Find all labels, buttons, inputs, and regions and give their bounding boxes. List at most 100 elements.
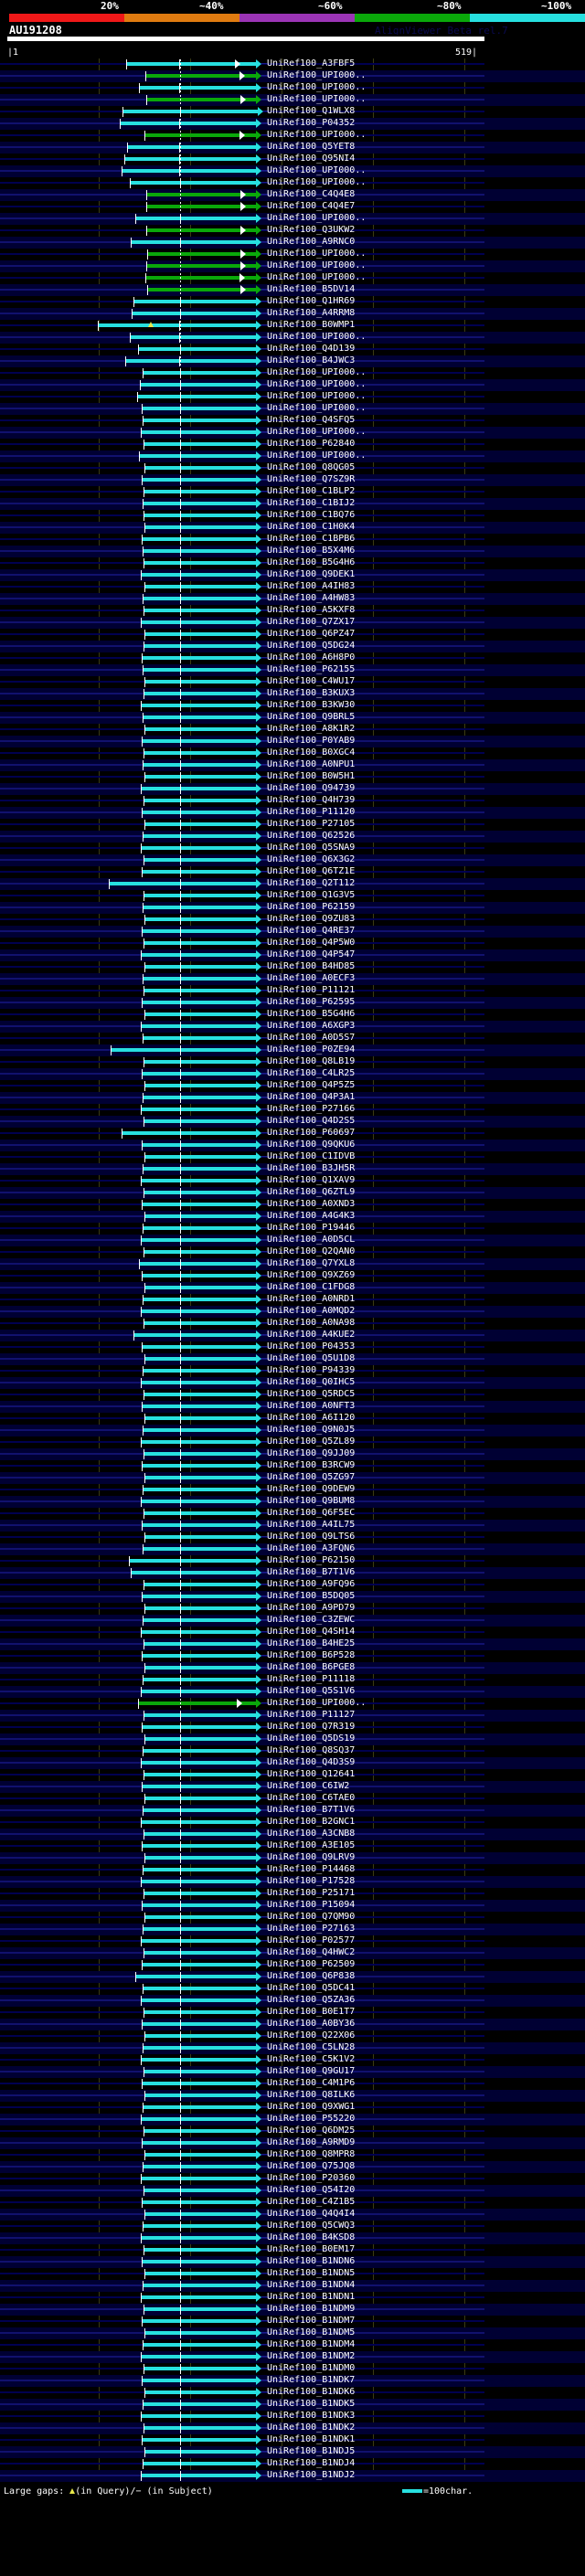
hit-bar[interactable] <box>144 1951 256 1955</box>
hit-bar[interactable] <box>141 2236 256 2240</box>
hit-row[interactable]: UniRef100_Q8ILK6 <box>0 2090 585 2102</box>
hit-label[interactable]: UniRef100_P62155 <box>267 664 356 674</box>
hit-label[interactable]: UniRef100_P17528 <box>267 1876 356 1886</box>
hit-label[interactable]: UniRef100_Q7R319 <box>267 1722 356 1732</box>
hit-label[interactable]: UniRef100_Q4Q4I4 <box>267 2209 356 2219</box>
hit-label[interactable]: UniRef100_Q7QM90 <box>267 1912 356 1922</box>
hit-row[interactable]: UniRef100_Q3UKW2 <box>0 225 585 237</box>
hit-row[interactable]: UniRef100_P20360 <box>0 2173 585 2185</box>
hit-label[interactable]: UniRef100_C1BQ76 <box>267 510 356 520</box>
hit-label[interactable]: UniRef100_B5DQ05 <box>267 1591 356 1601</box>
hit-bar[interactable] <box>141 846 256 850</box>
hit-label[interactable]: UniRef100_Q9LRV9 <box>267 1852 356 1862</box>
hit-row[interactable]: UniRef100_Q75JQ8 <box>0 2161 585 2173</box>
hit-bar[interactable] <box>125 359 256 363</box>
hit-row[interactable]: UniRef100_C1IDVB <box>0 1151 585 1163</box>
hit-row[interactable]: UniRef100_UPI000.. <box>0 249 585 260</box>
hit-label[interactable]: UniRef100_Q2T112 <box>267 878 356 888</box>
hit-row[interactable]: UniRef100_Q7QM90 <box>0 1912 585 1924</box>
hit-bar[interactable] <box>111 1048 256 1052</box>
hit-bar[interactable] <box>142 1523 256 1527</box>
hit-label[interactable]: UniRef100_Q95NI4 <box>267 154 356 164</box>
hit-bar[interactable] <box>142 1274 256 1277</box>
hit-bar[interactable] <box>144 1892 256 1895</box>
hit-bar[interactable] <box>143 597 256 600</box>
hit-bar[interactable] <box>144 775 256 779</box>
hit-bar[interactable] <box>143 2046 256 2050</box>
hit-bar[interactable] <box>142 2319 256 2323</box>
hit-bar[interactable] <box>144 1915 256 1919</box>
hit-bar[interactable] <box>139 1262 256 1266</box>
hit-label[interactable]: UniRef100_Q5U1D8 <box>267 1353 356 1363</box>
hit-row[interactable]: UniRef100_UPI000.. <box>0 82 585 94</box>
hit-bar[interactable] <box>143 1428 256 1432</box>
hit-bar[interactable] <box>141 2177 256 2180</box>
hit-row[interactable]: UniRef100_B4HE25 <box>0 1638 585 1650</box>
hit-label[interactable]: UniRef100_B1NDJ4 <box>267 2458 356 2468</box>
hit-label[interactable]: UniRef100_C1BLP2 <box>267 486 356 496</box>
hit-row[interactable]: UniRef100_B1NDK7 <box>0 2375 585 2387</box>
hit-label[interactable]: UniRef100_A3CNB8 <box>267 1829 356 1839</box>
hit-row[interactable]: UniRef100_A0MQD2 <box>0 1306 585 1318</box>
hit-bar[interactable] <box>141 1024 256 1028</box>
hit-label[interactable]: UniRef100_A0NRD1 <box>267 1294 356 1304</box>
hit-row[interactable]: UniRef100_B3KW30 <box>0 700 585 712</box>
hit-bar[interactable] <box>144 2070 256 2073</box>
hit-label[interactable]: UniRef100_Q8LB19 <box>267 1056 356 1066</box>
hit-row[interactable]: UniRef100_Q5CWQ3 <box>0 2221 585 2232</box>
hit-row[interactable]: UniRef100_B1NDM9 <box>0 2304 585 2316</box>
hit-row[interactable]: UniRef100_Q9LRV9 <box>0 1852 585 1864</box>
hit-label[interactable]: UniRef100_P55220 <box>267 2114 356 2124</box>
hit-bar[interactable] <box>144 1060 256 1064</box>
hit-row[interactable]: UniRef100_Q7YXL8 <box>0 1258 585 1270</box>
hit-bar[interactable] <box>141 430 256 434</box>
hit-label[interactable]: UniRef100_Q4SH14 <box>267 1627 356 1637</box>
hit-bar[interactable] <box>142 739 256 743</box>
hit-row[interactable]: UniRef100_P11127 <box>0 1710 585 1722</box>
hit-row[interactable]: UniRef100_P02577 <box>0 1935 585 1947</box>
hit-label[interactable]: UniRef100_B5DV14 <box>267 284 356 294</box>
hit-row[interactable]: UniRef100_B0W5H1 <box>0 771 585 783</box>
hit-label[interactable]: UniRef100_Q4SFQ5 <box>267 415 356 425</box>
hit-row[interactable]: UniRef100_C1H0K4 <box>0 522 585 534</box>
hit-row[interactable]: UniRef100_C4Q4E7 <box>0 201 585 213</box>
hit-bar[interactable] <box>144 989 256 992</box>
hit-label[interactable]: UniRef100_Q9XWG1 <box>267 2102 356 2112</box>
hit-row[interactable]: UniRef100_A0XND3 <box>0 1199 585 1211</box>
hit-row[interactable]: UniRef100_B1NDN1 <box>0 2292 585 2304</box>
hit-label[interactable]: UniRef100_UPI000.. <box>267 379 367 389</box>
hit-label[interactable]: UniRef100_B1NDK1 <box>267 2434 356 2444</box>
hit-row[interactable]: UniRef100_B1NDM0 <box>0 2363 585 2375</box>
hit-row[interactable]: UniRef100_A0NPU1 <box>0 759 585 771</box>
hit-bar[interactable] <box>144 858 256 862</box>
hit-row[interactable]: UniRef100_B0WMP1 <box>0 320 585 332</box>
hit-row[interactable]: UniRef100_A4IH83 <box>0 581 585 593</box>
hit-bar[interactable] <box>144 1191 256 1194</box>
hit-row[interactable]: UniRef100_B1NDK6 <box>0 2387 585 2399</box>
hit-bar[interactable] <box>143 1226 256 1230</box>
hit-bar[interactable] <box>144 2367 256 2370</box>
hit-row[interactable]: UniRef100_Q5S1V6 <box>0 1686 585 1698</box>
hit-bar[interactable] <box>122 169 256 173</box>
hit-row[interactable]: UniRef100_B4JWC3 <box>0 355 585 367</box>
hit-row[interactable]: UniRef100_Q9LTS6 <box>0 1532 585 1543</box>
hit-row[interactable]: UniRef100_C1BPB6 <box>0 534 585 546</box>
hit-row[interactable]: UniRef100_Q1HR69 <box>0 296 585 308</box>
hit-label[interactable]: UniRef100_Q12641 <box>267 1769 356 1779</box>
hit-row[interactable]: UniRef100_UPI000.. <box>0 451 585 462</box>
hit-row[interactable]: UniRef100_UPI000.. <box>0 272 585 284</box>
hit-row[interactable]: UniRef100_P62840 <box>0 439 585 451</box>
hit-bar[interactable] <box>144 2248 256 2252</box>
hit-label[interactable]: UniRef100_Q5ZL89 <box>267 1436 356 1447</box>
hit-label[interactable]: UniRef100_P14468 <box>267 1864 356 1874</box>
hit-label[interactable]: UniRef100_C4Z1B5 <box>267 2197 356 2207</box>
hit-label[interactable]: UniRef100_B7T1V6 <box>267 1567 356 1577</box>
hit-label[interactable]: UniRef100_Q5YET8 <box>267 142 356 152</box>
hit-bar[interactable] <box>144 2331 256 2335</box>
hit-row[interactable]: UniRef100_Q9DEK1 <box>0 569 585 581</box>
hit-row[interactable]: UniRef100_UPI000.. <box>0 1698 585 1710</box>
hit-label[interactable]: UniRef100_Q54I20 <box>267 2185 356 2195</box>
hit-bar[interactable] <box>142 1844 256 1848</box>
hit-label[interactable]: UniRef100_A0MQD2 <box>267 1306 356 1316</box>
hit-row[interactable]: UniRef100_UPI000.. <box>0 367 585 379</box>
